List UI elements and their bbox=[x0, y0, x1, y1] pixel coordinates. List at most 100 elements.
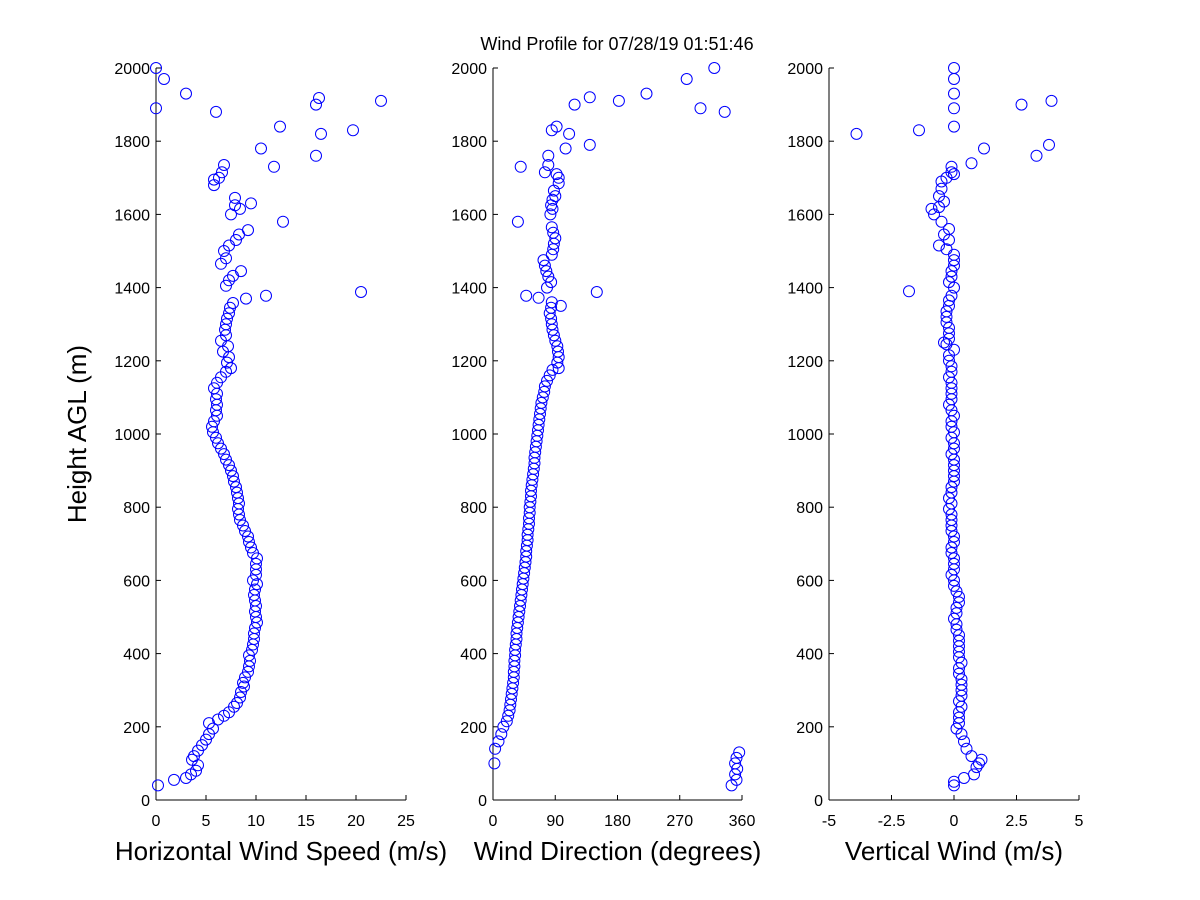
data-point bbox=[945, 541, 958, 554]
data-point bbox=[206, 420, 218, 433]
data-point bbox=[1045, 94, 1058, 107]
data-point bbox=[240, 292, 252, 305]
panel-direction: 0 200 400 600 800 1000 1200 1400 1600 1800 2000 0 90… bbox=[451, 61, 761, 866]
data-point bbox=[940, 243, 953, 256]
x-tick-label: 270 bbox=[666, 813, 693, 830]
data-point bbox=[545, 301, 558, 314]
data-point bbox=[180, 87, 192, 100]
data-point bbox=[945, 486, 958, 499]
y-tick-label: 2000 bbox=[451, 61, 487, 78]
data-point bbox=[545, 276, 558, 289]
y-tick-label: 1400 bbox=[114, 281, 150, 298]
data-point bbox=[935, 182, 948, 195]
y-tick-label: 1200 bbox=[787, 354, 823, 371]
data-point bbox=[247, 574, 259, 587]
data-point bbox=[730, 751, 743, 764]
data-point bbox=[943, 492, 955, 505]
data-point bbox=[945, 382, 958, 395]
x-tick-label: 0 bbox=[152, 813, 161, 830]
data-point bbox=[218, 159, 230, 171]
data-point bbox=[549, 232, 562, 245]
data-point bbox=[190, 764, 202, 777]
data-point bbox=[950, 623, 963, 636]
data-point bbox=[212, 437, 224, 450]
y-tick-label: 600 bbox=[123, 573, 150, 590]
data-point bbox=[235, 686, 247, 698]
data-point bbox=[953, 695, 965, 708]
data-point bbox=[538, 259, 551, 272]
data-point bbox=[953, 596, 965, 609]
data-point bbox=[538, 166, 551, 179]
data-point bbox=[945, 568, 958, 581]
data-point bbox=[245, 541, 257, 554]
data-point bbox=[948, 409, 960, 422]
data-point bbox=[242, 224, 254, 237]
data-point bbox=[152, 779, 164, 792]
data-point bbox=[542, 149, 555, 162]
data-point bbox=[551, 340, 564, 353]
data-point bbox=[242, 530, 254, 543]
data-point bbox=[550, 168, 563, 181]
data-point bbox=[228, 700, 240, 713]
data-point bbox=[247, 547, 259, 559]
data-point bbox=[375, 94, 387, 107]
data-point bbox=[220, 318, 232, 331]
data-point bbox=[955, 656, 968, 669]
data-point bbox=[945, 360, 958, 373]
data-point bbox=[221, 312, 233, 325]
data-point bbox=[945, 365, 958, 378]
data-point bbox=[583, 138, 596, 151]
data-point bbox=[549, 190, 562, 203]
data-point bbox=[1015, 98, 1028, 111]
x-tick-label: 20 bbox=[347, 813, 365, 830]
y-tick-label: 1200 bbox=[451, 354, 487, 371]
data-point bbox=[213, 171, 225, 184]
data-point bbox=[488, 757, 501, 770]
data-point bbox=[274, 120, 286, 133]
data-point bbox=[514, 160, 527, 173]
data-point bbox=[537, 254, 550, 267]
x-axis-label-direction: Wind Direction (degrees) bbox=[474, 836, 762, 866]
data-point bbox=[210, 105, 222, 118]
data-point bbox=[237, 519, 249, 532]
y-tick-label: 1600 bbox=[787, 207, 823, 224]
data-point bbox=[694, 102, 707, 115]
data-point bbox=[612, 94, 625, 107]
data-point bbox=[938, 336, 950, 349]
data-point bbox=[228, 475, 240, 488]
data-point bbox=[150, 62, 162, 74]
data-point bbox=[277, 215, 289, 228]
data-point bbox=[550, 120, 563, 133]
data-point bbox=[960, 742, 973, 755]
data-point bbox=[948, 536, 960, 548]
data-point bbox=[210, 431, 222, 444]
data-point bbox=[948, 87, 960, 100]
panel-vertical: 0 200 400 600 800 1000 1200 1400 1600 1800 2000 -5 -… bbox=[787, 61, 1083, 866]
data-point bbox=[250, 557, 262, 570]
x-tick-label: 15 bbox=[297, 813, 315, 830]
data-point bbox=[248, 589, 260, 601]
data-point bbox=[729, 757, 742, 770]
y-tick-label: 600 bbox=[460, 573, 487, 590]
data-point bbox=[552, 345, 564, 358]
data-point bbox=[943, 371, 955, 384]
data-point bbox=[945, 289, 958, 302]
data-point bbox=[168, 773, 180, 786]
data-point bbox=[243, 649, 255, 662]
data-point bbox=[260, 289, 272, 302]
data-point bbox=[216, 166, 228, 179]
data-point bbox=[950, 722, 963, 735]
data-point bbox=[958, 735, 970, 748]
x-tick-label: 25 bbox=[397, 813, 415, 830]
data-point bbox=[268, 160, 280, 173]
y-tick-label: 0 bbox=[141, 793, 150, 810]
data-point bbox=[935, 215, 948, 228]
data-point bbox=[310, 98, 322, 111]
data-point bbox=[243, 536, 255, 548]
data-point bbox=[229, 191, 241, 204]
y-tick-label: 1000 bbox=[114, 427, 150, 444]
data-point bbox=[708, 62, 721, 74]
data-point bbox=[590, 286, 603, 298]
data-point bbox=[958, 772, 970, 784]
